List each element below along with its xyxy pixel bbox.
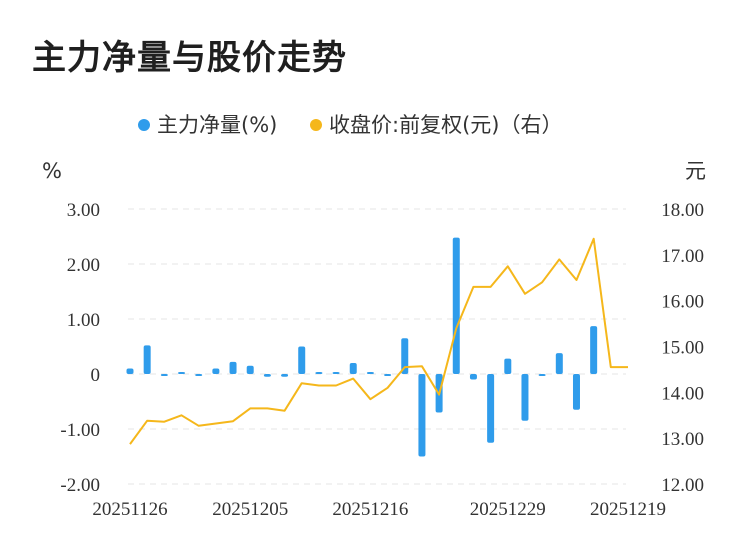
x-axis-ticks: 20251126 20251205 20251216 20251229 20251219 xyxy=(92,499,666,520)
left-tick-label: 0 xyxy=(91,365,101,386)
net-volume-bar xyxy=(178,372,186,374)
right-axis-ticks: 18.00 17.00 16.00 15.00 14.00 13.00 12.00 xyxy=(661,200,704,496)
right-tick-label: 13.00 xyxy=(661,429,704,450)
net-volume-bar xyxy=(281,374,289,377)
net-volume-bar xyxy=(504,358,512,374)
right-tick-label: 15.00 xyxy=(661,338,704,359)
left-tick-label: 2.00 xyxy=(67,255,100,276)
grid xyxy=(128,208,626,485)
net-volume-bar xyxy=(143,345,151,374)
legend-label-close-price: 收盘价:前复权(元)（右） xyxy=(329,113,562,137)
net-volume-bar xyxy=(349,363,357,374)
x-tick-label: 20251126 xyxy=(92,499,167,520)
net-volume-bar xyxy=(401,338,409,374)
right-tick-label: 14.00 xyxy=(661,383,704,404)
right-axis-unit: 元 xyxy=(685,159,706,183)
net-volume-bar xyxy=(315,372,323,374)
net-volume-bar xyxy=(126,368,134,374)
net-volume-bar xyxy=(521,374,529,421)
net-volume-bar xyxy=(487,374,495,443)
right-tick-label: 17.00 xyxy=(661,246,704,267)
net-volume-bar xyxy=(418,374,426,457)
right-tick-label: 18.00 xyxy=(661,200,704,221)
net-volume-bar xyxy=(212,368,220,374)
x-tick-label: 20251229 xyxy=(470,499,546,520)
right-tick-label: 16.00 xyxy=(661,292,704,313)
left-axis-unit: % xyxy=(42,159,62,183)
left-axis-ticks: 3.00 2.00 1.00 0 -1.00 -2.00 xyxy=(60,200,100,496)
close-price-line xyxy=(129,237,628,445)
legend-marker-net-volume xyxy=(138,119,150,131)
net-volume-bar xyxy=(469,374,477,380)
chart-title: 主力净量与股价走势 xyxy=(32,38,347,78)
net-volume-bar xyxy=(298,346,306,374)
left-tick-label: 1.00 xyxy=(67,310,100,331)
legend: 主力净量(%) 收盘价:前复权(元)（右） xyxy=(138,113,562,137)
net-volume-bar xyxy=(263,374,271,377)
x-tick-label: 20251205 xyxy=(212,499,288,520)
legend-marker-close-price xyxy=(310,119,322,131)
x-tick-label: 20251219 xyxy=(590,499,666,520)
x-tick-label: 20251216 xyxy=(332,499,408,520)
net-volume-bar xyxy=(332,372,340,374)
left-tick-label: -1.00 xyxy=(60,420,100,441)
net-volume-bar xyxy=(452,237,460,374)
left-tick-label: 3.00 xyxy=(67,200,100,221)
close-price-line-group xyxy=(129,237,628,445)
net-volume-bar xyxy=(590,326,598,374)
net-volume-bar xyxy=(538,374,546,376)
left-tick-label: -2.00 xyxy=(60,475,100,496)
net-volume-bar xyxy=(366,372,374,374)
legend-label-net-volume: 主力净量(%) xyxy=(157,113,277,137)
net-volume-bar xyxy=(195,374,203,376)
net-volume-bar xyxy=(555,353,563,374)
net-volume-bars xyxy=(126,237,598,457)
net-volume-bar xyxy=(246,365,254,374)
right-tick-label: 12.00 xyxy=(661,475,704,496)
net-volume-bar xyxy=(572,374,580,410)
net-volume-bar xyxy=(229,361,237,374)
net-volume-bar xyxy=(384,374,392,376)
net-volume-bar xyxy=(160,374,168,376)
